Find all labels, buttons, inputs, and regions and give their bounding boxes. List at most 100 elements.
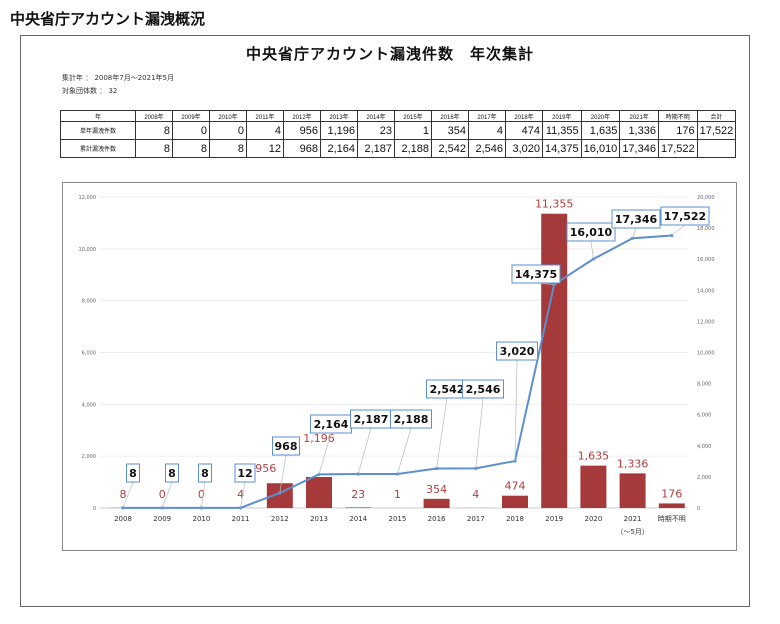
leader-line <box>632 227 637 239</box>
bar-value-label: 1,336 <box>617 457 649 470</box>
left-tick-label: 0 <box>93 506 96 512</box>
line-label-box <box>390 409 432 429</box>
right-tick-label: 14,000 <box>697 288 715 294</box>
report-frame <box>20 35 750 607</box>
right-tick-label: 6,000 <box>697 413 711 419</box>
right-tick-label: 12,000 <box>697 319 715 325</box>
table-cell: 8 <box>135 139 173 158</box>
x-tick-label: 2009 <box>153 515 171 523</box>
right-tick-label: 10,000 <box>697 351 715 357</box>
table-cell: 17,522 <box>696 121 737 140</box>
table-cell: 956 <box>283 121 321 140</box>
period-text: 集計年 ： 2008年7月～2021年5月 <box>62 74 174 82</box>
bar <box>423 498 450 508</box>
bar <box>658 503 685 508</box>
leader-line <box>475 397 484 469</box>
x-tick-label: 2018 <box>506 515 524 523</box>
line-value-label: 2,546 <box>466 383 501 396</box>
line-label-box <box>165 463 179 483</box>
table-row: 累計漏洩件数 8 8 8 12 968 2,164 2,187 2,188 2,542 2,546 3… <box>60 139 737 158</box>
left-tick-label: 2,000 <box>82 454 96 460</box>
line-label-box <box>272 436 300 456</box>
page-title: 中央省庁アカウント漏洩概況 <box>10 10 206 28</box>
leader-line <box>590 240 594 260</box>
x-tick-label: 時期不明 <box>658 515 686 523</box>
line-value-label: 3,020 <box>500 345 535 358</box>
bar-value-label: 1,635 <box>578 450 610 463</box>
table-cell <box>696 139 737 158</box>
right-tick-label: 18,000 <box>697 226 715 232</box>
table-cell: 14,375 <box>542 139 582 158</box>
left-tick-label: 4,000 <box>82 402 96 408</box>
line-value-label: 8 <box>129 467 137 480</box>
bar-value-label: 11,355 <box>535 198 574 211</box>
x-tick-label: 2008 <box>114 515 132 523</box>
table-cell: 17,522 <box>657 139 698 158</box>
leader-line <box>201 481 206 508</box>
line-label-box <box>511 264 561 284</box>
line-value-label: 2,164 <box>314 418 349 431</box>
bar <box>619 473 646 508</box>
x-tick-label: 2016 <box>428 515 446 523</box>
line-label-box <box>462 379 504 399</box>
bar-value-label: 8 <box>120 488 127 501</box>
org-count-text: 対象団体数 ： 32 <box>62 87 118 95</box>
bar-value-label: 956 <box>255 462 276 475</box>
bar-value-label: 1,196 <box>303 432 335 445</box>
leader-line <box>671 224 686 236</box>
line-point <box>552 282 556 287</box>
leader-line <box>357 427 372 475</box>
leader-line <box>397 427 412 475</box>
x-tick-label: 2012 <box>271 515 289 523</box>
line-value-label: 8 <box>168 467 176 480</box>
bar <box>345 507 372 508</box>
x-tick-label: 2015 <box>388 515 406 523</box>
table-cell: 474 <box>505 121 543 140</box>
leader-line <box>436 397 448 469</box>
table-cell: 16,010 <box>580 139 621 158</box>
leader-line <box>240 481 246 508</box>
bar <box>580 465 607 508</box>
line-value-label: 14,375 <box>515 268 557 281</box>
leader-line <box>318 432 332 475</box>
bar-value-label: 4 <box>472 488 479 501</box>
line-value-label: 12 <box>237 467 252 480</box>
left-tick-label: 6,000 <box>82 351 96 357</box>
line-value-label: 2,187 <box>354 413 389 426</box>
line-label-box <box>566 222 616 242</box>
summary-table: 年 2008年 2009年 2010年 2011年 2012年 2013年 2014年 2015… <box>60 110 737 158</box>
line-label-box <box>234 463 256 483</box>
line-point <box>160 506 164 510</box>
right-tick-label: 16,000 <box>697 257 715 263</box>
line-value-label: 8 <box>201 467 209 480</box>
line-label-box <box>611 209 661 229</box>
line-label-box <box>496 341 538 361</box>
table-cell: 2,164 <box>320 139 358 158</box>
line-value-label: 2,542 <box>430 383 465 396</box>
x-tick-label: 2014 <box>349 515 367 523</box>
right-tick-label: 20,000 <box>697 195 715 201</box>
line-value-label: 968 <box>275 440 298 453</box>
bar-value-label: 354 <box>426 483 447 496</box>
x-tick-label: 2011 <box>232 515 250 523</box>
bar-value-label: 176 <box>661 487 682 500</box>
line-value-label: 2,188 <box>394 413 429 426</box>
table-cell: 968 <box>283 139 321 158</box>
leader-line <box>161 481 173 508</box>
bar-value-label: 4 <box>237 488 244 501</box>
x-tick-label: 2017 <box>467 515 485 523</box>
table-cell: 2,546 <box>468 139 506 158</box>
x-tick-label: 2019 <box>545 515 563 523</box>
bar-value-label: 1 <box>394 488 401 501</box>
line-value-label: 17,522 <box>664 210 706 223</box>
line-label-box <box>198 463 212 483</box>
leader-line <box>514 359 518 462</box>
x-tick-label: 2013 <box>310 515 328 523</box>
x-tick-label: 2020 <box>584 515 602 523</box>
bar-value-label: 474 <box>505 480 526 493</box>
line-label-box <box>126 463 140 483</box>
chart-box <box>62 182 737 551</box>
line-value-label: 16,010 <box>570 226 613 239</box>
x-tick-sublabel: （～5月） <box>616 528 648 536</box>
